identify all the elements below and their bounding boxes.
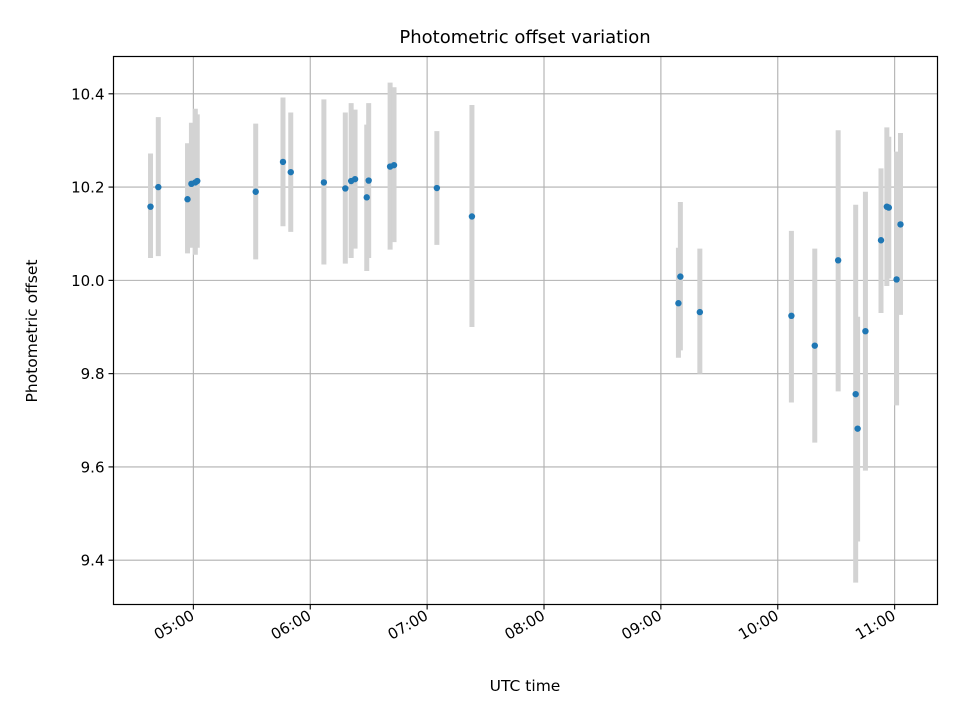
data-points [147,158,904,432]
y-axis-label: Photometric offset [23,260,41,403]
data-point [788,312,795,320]
data-point [342,185,349,192]
x-tick-label: 08:00 [502,606,548,643]
x-tick-label: 11:00 [852,606,898,643]
x-tick-label: 09:00 [618,606,664,643]
data-point [468,213,476,220]
data-point [897,221,904,228]
data-point [320,179,328,186]
y-tick-label: 10.2 [71,179,104,197]
data-point [862,327,869,335]
data-point [252,188,259,195]
data-point [390,161,398,169]
data-point [155,183,162,191]
y-tick-label: 9.8 [81,365,105,383]
data-point [363,194,370,201]
data-point [365,177,372,184]
y-tick-label: 10.0 [71,272,104,290]
data-point [677,273,684,280]
x-axis-label: UTC time [490,677,561,695]
x-tick-label: 10:00 [735,606,781,643]
x-tick-label: 05:00 [151,606,197,643]
grid-lines [113,56,938,605]
error-bars [148,82,903,583]
y-tick-label: 9.6 [81,458,105,476]
data-point [287,168,294,176]
data-point [834,257,842,264]
data-point [184,196,191,203]
data-point [147,203,154,210]
x-tick-label: 06:00 [268,606,314,643]
chart-title: Photometric offset variation [399,27,650,48]
data-point [696,308,704,316]
data-point [885,204,893,211]
data-point [877,237,885,244]
plot-frame [112,55,939,606]
data-point [194,177,201,185]
data-point [852,390,859,398]
y-tick-label: 10.4 [71,85,104,103]
data-point [433,184,441,192]
y-tick-label: 9.4 [81,552,105,570]
data-point [893,276,900,283]
data-point [351,175,359,183]
x-tick-label: 07:00 [385,606,431,643]
data-point [811,342,818,349]
data-point [675,300,682,307]
data-point [854,425,861,432]
data-point [279,158,287,166]
